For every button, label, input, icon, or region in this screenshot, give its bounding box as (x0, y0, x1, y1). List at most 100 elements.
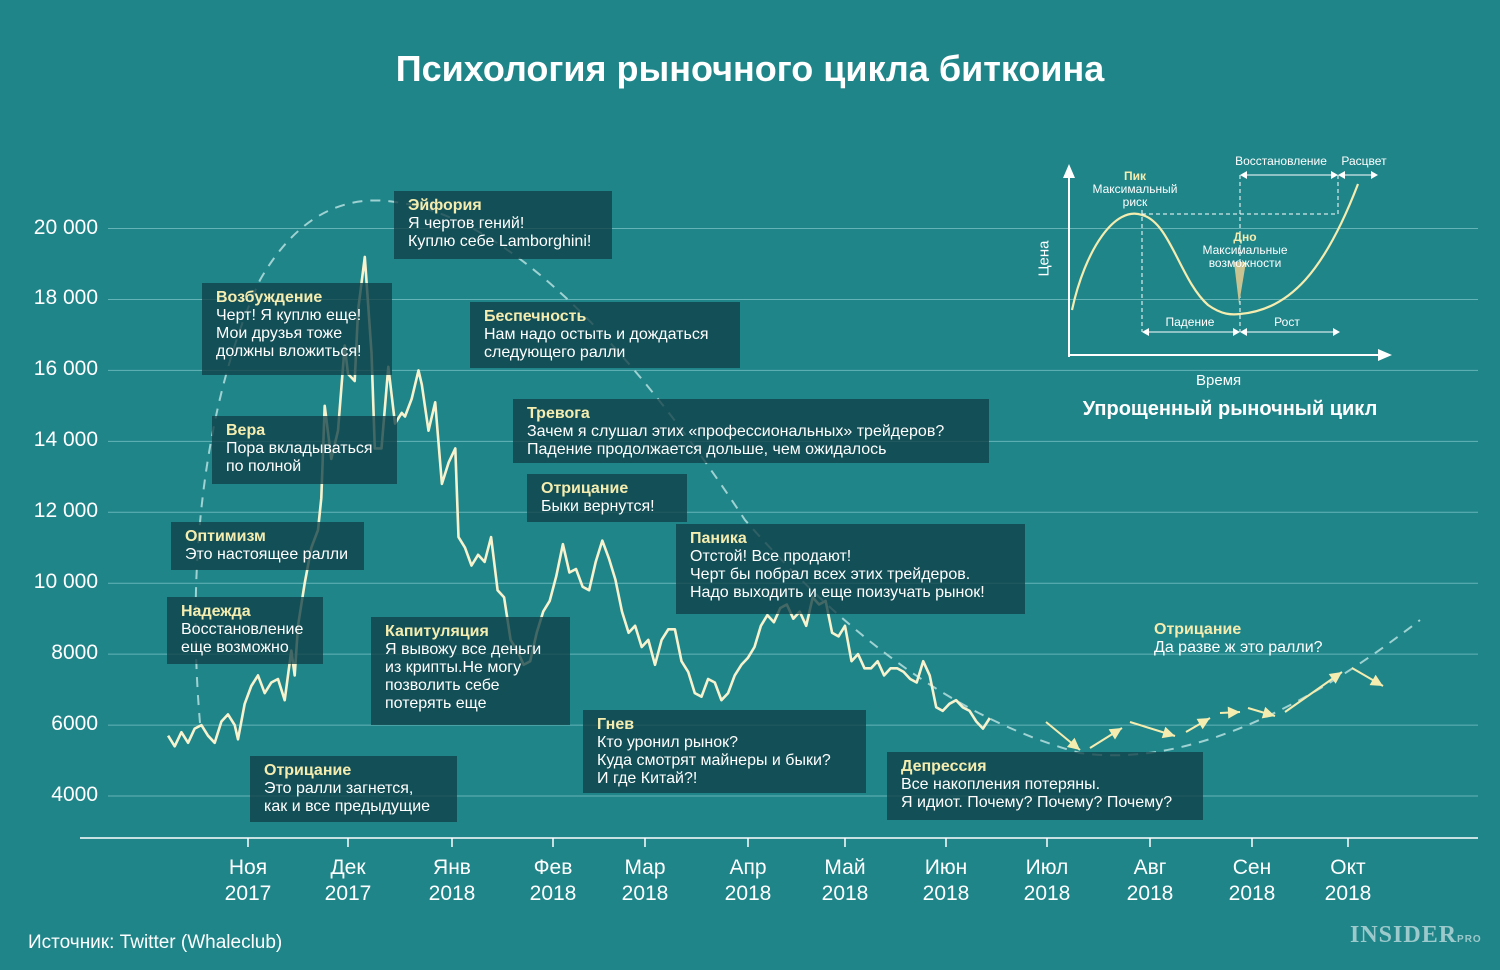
inset-peak-sub-1: Максимальный (1092, 182, 1178, 196)
annotation-line: по полной (226, 458, 302, 475)
annotation-line: позволить себе (385, 677, 500, 694)
annotation-line: из крипты.Не могу (385, 659, 522, 676)
annotation-line: как и все предыдущие (264, 798, 431, 815)
annotation-box: Отрицание Это ралли загнется, как и все пр… (250, 756, 457, 822)
y-tick-label: 18 000 (33, 286, 98, 310)
inset-bloom-label: Расцвет (1341, 154, 1387, 168)
x-tick-label: Окт 2018 (1293, 855, 1403, 907)
inset-bottom-sub-2: возможности (1208, 256, 1282, 270)
inset-y-arrowhead (1063, 164, 1075, 178)
x-tick-month: Мар (624, 856, 666, 879)
x-tick-month: Ноя (228, 856, 268, 879)
y-tick-label: 16 000 (33, 357, 98, 381)
x-tick-month: Май (824, 856, 866, 879)
x-tick-label: Апр 2018 (693, 855, 803, 907)
inset-bottom-pointer (1234, 262, 1246, 304)
inset-cycle-diagram (1063, 164, 1392, 361)
inset-growth-label: Рост (1274, 315, 1300, 329)
inset-fall-span-head-left (1142, 328, 1149, 336)
annotation-box: Паника Отстой! Все продают! Черт бы побрал… (676, 524, 1025, 614)
annotation-box: Капитуляция Я вывожу все деньги из крипты.… (371, 617, 570, 725)
x-tick-label: Ноя 2017 (193, 855, 303, 907)
annotation-title: Гнев (597, 716, 635, 733)
annotation-box: Оптимизм Это настоящее ралли (171, 522, 364, 570)
x-tick-label: Авг 2018 (1095, 855, 1205, 907)
annotation-line: Падение продолжается дольше, чем ожидало… (527, 441, 887, 458)
inset-recovery-span-head-left (1240, 171, 1247, 179)
annotation-box: Беспечность Нам надо остыть и дождаться сл… (470, 302, 740, 368)
annotation-line: Надо выходить и еще поизучать рынок! (690, 584, 985, 601)
annotation-line: Зачем я слушал этих «профессиональных» т… (527, 423, 945, 440)
inset-bottom-label: Дно (1233, 230, 1257, 244)
x-tick-label: Мар 2018 (590, 855, 700, 907)
annotation-title: Надежда (181, 603, 251, 620)
future-arrow-head (1196, 718, 1210, 730)
x-tick-month: Июл (1025, 856, 1069, 879)
x-tick-label: Фев 2018 (498, 855, 608, 907)
annotation-box: Эйфория Я чертов гений! Куплю себе Lamborg… (394, 191, 612, 259)
annotation-box: Надежда Восстановление еще возможно (167, 597, 323, 664)
x-tick-year: 2018 (922, 882, 970, 905)
annotation-line: Это ралли загнется, (264, 780, 414, 797)
x-tick-year: 2018 (821, 882, 869, 905)
inset-fall-span-head-right (1233, 328, 1240, 336)
annotation-title: Отрицание (1154, 621, 1242, 638)
x-tick-month: Апр (729, 856, 767, 879)
x-tick-label: Июн 2018 (891, 855, 1001, 907)
future-arrow-head (1328, 672, 1342, 684)
x-tick-year: 2018 (724, 882, 772, 905)
annotation-line: Восстановление (181, 621, 304, 638)
x-tick-month: Июн (924, 856, 968, 879)
annotation-title: Беспечность (484, 308, 587, 325)
future-arrow-head (1161, 726, 1175, 739)
annotation-box: Гнев Кто уронил рынок? Куда смотрят майнер… (583, 710, 866, 793)
annotation-title: Оптимизм (185, 528, 266, 545)
inset-growth-span-head-left (1240, 328, 1247, 336)
inset-fall-label: Падение (1165, 315, 1215, 329)
future-arrow-head (1261, 706, 1275, 719)
annotation-line: Нам надо остыть и дождаться (484, 326, 709, 343)
x-tick-label: Май 2018 (790, 855, 900, 907)
annotation-line: еще возможно (181, 639, 289, 656)
x-tick-month: Авг (1133, 856, 1167, 879)
y-tick-label: 12 000 (33, 499, 98, 523)
annotation-title: Возбуждение (216, 289, 323, 306)
x-tick-month: Сен (1232, 856, 1272, 879)
annotation-line: Отстой! Все продают! (690, 548, 852, 565)
future-arrow-head (1227, 706, 1240, 719)
annotation-line: Пора вкладываться (226, 440, 373, 457)
inset-bloom-span-head-right (1371, 171, 1378, 179)
annotation-line: следующего ралли (484, 344, 626, 361)
y-tick-label: 8000 (51, 641, 98, 665)
annotation-box: Возбуждение Черт! Я куплю еще! Мои друзья … (202, 283, 392, 375)
future-arrows (1045, 667, 1384, 751)
inset-caption: Упрощенный рыночный цикл (1082, 398, 1378, 420)
annotation-title: Тревога (527, 405, 590, 422)
annotation-line: Все накопления потеряны. (901, 776, 1101, 793)
x-tick-year: 2018 (1023, 882, 1071, 905)
x-tick-label: Сен 2018 (1197, 855, 1307, 907)
future-arrow-head (1108, 728, 1122, 740)
x-tick-year: 2018 (621, 882, 669, 905)
future-arrow-head (1066, 737, 1080, 750)
x-tick-label: Дек 2017 (293, 855, 403, 907)
x-tick-label: Июл 2018 (992, 855, 1102, 907)
future-arrow-head (1369, 674, 1383, 686)
annotation-box: Отрицание Да разве ж это ралли? (1140, 615, 1345, 663)
inset-cycle-curve (1070, 183, 1360, 316)
x-tick-year: 2018 (1324, 882, 1372, 905)
annotation-title: Эйфория (408, 197, 482, 214)
inset-x-axis-label: Время (1196, 372, 1242, 389)
x-tick-year: 2018 (1228, 882, 1276, 905)
inset-growth-span-head-right (1333, 328, 1340, 336)
x-tick-year: 2018 (428, 882, 476, 905)
insider-logo: INSIDERPRO (1350, 922, 1482, 948)
x-tick-month: Янв (433, 856, 471, 879)
annotation-line: Куплю себе Lamborghini! (408, 233, 592, 250)
x-tick-month: Фев (533, 856, 573, 879)
y-tick-label: 14 000 (33, 428, 98, 452)
annotation-box: Депрессия Все накопления потеряны. Я идиот… (887, 752, 1203, 820)
annotation-line: должны вложиться! (216, 343, 362, 360)
annotation-title: Отрицание (541, 480, 629, 497)
